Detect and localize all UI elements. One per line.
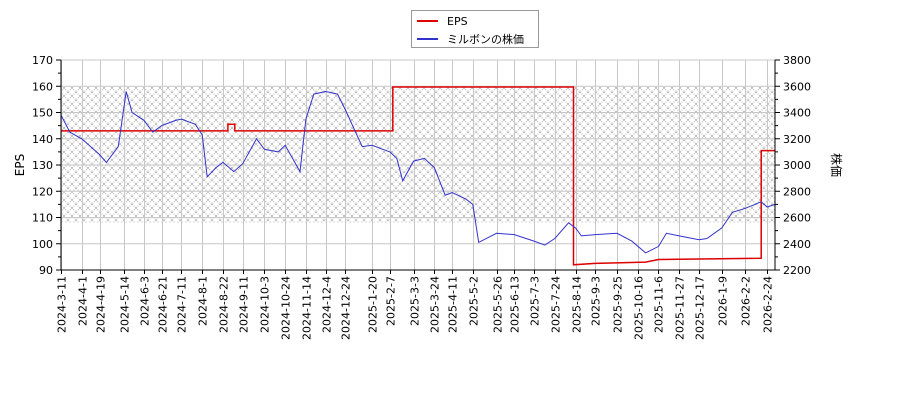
y-tick-label-left: 140 — [32, 133, 53, 146]
grid-lines — [61, 59, 775, 271]
x-tick-label: 2025-5-26 — [492, 276, 505, 333]
legend: EPS ミルボンの株価 — [411, 10, 539, 48]
x-tick-label: 2025-3-3 — [409, 276, 422, 326]
y-tick-label-right: 2200 — [783, 264, 811, 277]
y-tick-label-right: 2600 — [783, 212, 811, 225]
y-tick-label-left: 120 — [32, 185, 53, 198]
y-tick-label-left: 170 — [32, 54, 53, 67]
x-tick-label: 2024-11-14 — [301, 276, 314, 340]
y-tick-label-right: 3600 — [783, 80, 811, 93]
x-tick-label: 2025-9-3 — [590, 276, 603, 326]
x-tick-label: 2026-1-9 — [717, 276, 730, 326]
x-tick-label: 2024-4-1 — [77, 276, 90, 326]
x-tick-label: 2024-3-11 — [56, 276, 69, 333]
y-axis-label-right: 株価 — [829, 153, 844, 177]
y-tick-label-right: 2400 — [783, 238, 811, 251]
y-tick-label-left: 150 — [32, 107, 53, 120]
y-tick-label-right: 2800 — [783, 185, 811, 198]
y-tick-label-left: 160 — [32, 80, 53, 93]
x-tick-label: 2024-8-1 — [197, 276, 210, 326]
tick-labels: 2024-3-11 2024-4-1 2024-4-19 2024-5-14 2024-… — [32, 54, 811, 340]
x-tick-label: 2025-11-27 — [674, 276, 687, 340]
x-tick-label: 2026-2-2 — [740, 276, 753, 326]
y-tick-label-right: 3000 — [783, 159, 811, 172]
legend-item-eps: EPS — [412, 13, 468, 29]
x-tick-label: 2025-9-25 — [612, 276, 625, 333]
x-tick-label: 2025-4-11 — [447, 276, 460, 333]
x-tick-label: 2025-10-16 — [633, 276, 646, 340]
x-tick-label: 2024-10-3 — [259, 276, 272, 333]
legend-swatch-eps — [417, 20, 438, 22]
x-tick-label: 2026-2-24 — [762, 276, 775, 333]
y-tick-label-left: 130 — [32, 159, 53, 172]
stock-price-line — [60, 90, 776, 254]
x-tick-label: 2025-7-24 — [550, 276, 563, 333]
x-tick-label: 2025-2-7 — [385, 276, 398, 326]
legend-swatch-stock-price — [417, 38, 438, 40]
x-tick-label: 2025-7-3 — [529, 276, 542, 326]
x-tick-label: 2025-5-2 — [468, 276, 481, 326]
y-tick-label-right: 3800 — [783, 54, 811, 67]
x-tick-label: 2025-12-17 — [694, 276, 707, 340]
x-tick-label: 2024-10-24 — [280, 276, 293, 340]
hatched-band — [61, 86, 775, 223]
legend-label-stock-price: ミルボンの株価 — [447, 33, 524, 46]
x-tick-label: 2024-5-14 — [119, 276, 132, 333]
y-tick-label-left: 100 — [32, 238, 53, 251]
x-tick-label: 2024-12-4 — [321, 276, 334, 333]
x-tick-label: 2024-4-19 — [95, 276, 108, 333]
x-tick-label: 2024-9-11 — [238, 276, 251, 333]
x-tick-label: 2025-6-13 — [509, 276, 522, 333]
y-tick-label-left: 110 — [32, 212, 53, 225]
x-tick-label: 2024-7-11 — [176, 276, 189, 333]
y-tick-label-right: 3200 — [783, 133, 811, 146]
x-tick-label: 2025-3-24 — [429, 276, 442, 333]
x-tick-label: 2024-6-21 — [157, 276, 170, 333]
x-tick-label: 2025-11-6 — [653, 276, 666, 333]
x-tick-label: 2024-6-3 — [139, 276, 152, 326]
x-tick-label: 2024-8-22 — [218, 276, 231, 333]
series-lines — [60, 86, 776, 266]
x-tick-label: 2025-1-20 — [367, 276, 380, 333]
y-axis-label-left: EPS — [13, 154, 27, 176]
hatch-band-rect — [61, 86, 775, 223]
x-tick-label: 2024-12-24 — [340, 276, 353, 340]
y-tick-label-left: 90 — [39, 264, 53, 277]
legend-label-eps: EPS — [447, 14, 468, 28]
eps-line — [61, 86, 775, 266]
axes — [56, 59, 780, 274]
x-tick-label: 2025-8-14 — [571, 276, 584, 333]
legend-item-stock-price: ミルボンの株価 — [412, 31, 524, 47]
y-tick-label-right: 3400 — [783, 107, 811, 120]
